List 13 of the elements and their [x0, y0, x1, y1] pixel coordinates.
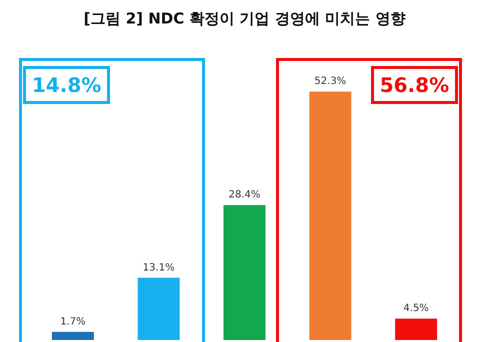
- chart-title: [그림 2] NDC 확정이 기업 경영에 미치는 영향: [84, 10, 406, 28]
- annotation: 14.8%: [22, 66, 110, 104]
- data-label: 4.5%: [403, 303, 429, 314]
- data-label: 28.4%: [228, 190, 260, 201]
- data-label: 52.3%: [314, 76, 346, 88]
- bar: [52, 332, 94, 340]
- bar: [224, 205, 266, 340]
- annotation: 56.8%: [370, 66, 458, 104]
- bar: [309, 92, 352, 340]
- bar: [395, 318, 438, 340]
- data-label: 1.7%: [60, 316, 86, 328]
- data-label: 13.1%: [142, 262, 175, 274]
- bar: [138, 278, 180, 340]
